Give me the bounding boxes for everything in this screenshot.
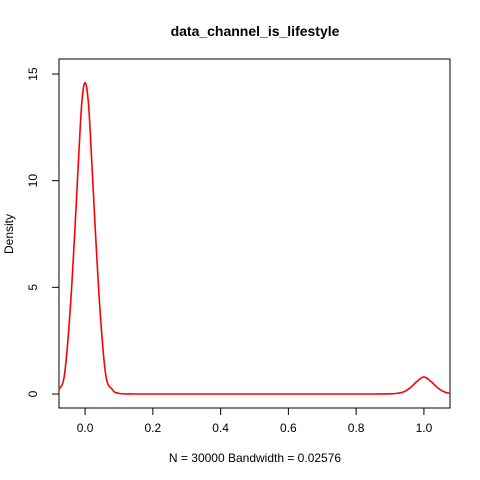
x-tick-label: 0.6 bbox=[280, 421, 297, 435]
y-tick-label: 15 bbox=[26, 67, 40, 81]
x-tick-label: 0.2 bbox=[145, 421, 162, 435]
y-axis: 0 5 10 15 bbox=[26, 67, 60, 397]
x-tick-label: 0.0 bbox=[77, 421, 94, 435]
density-series-line bbox=[58, 81, 451, 395]
y-tick-label: 5 bbox=[26, 284, 40, 291]
y-axis-label: Density bbox=[2, 214, 16, 254]
y-tick-label: 10 bbox=[26, 174, 40, 188]
y-tick-label: 0 bbox=[26, 390, 40, 397]
x-tick-label: 1.0 bbox=[416, 421, 433, 435]
x-axis: 0.0 0.2 0.4 0.6 0.8 1.0 bbox=[77, 407, 433, 435]
chart-title: data_channel_is_lifestyle bbox=[171, 23, 340, 39]
plot-frame bbox=[58, 58, 451, 409]
x-tick-label: 0.8 bbox=[348, 421, 365, 435]
x-axis-label: N = 30000 Bandwidth = 0.02576 bbox=[169, 451, 341, 465]
x-tick-label: 0.4 bbox=[212, 421, 229, 435]
